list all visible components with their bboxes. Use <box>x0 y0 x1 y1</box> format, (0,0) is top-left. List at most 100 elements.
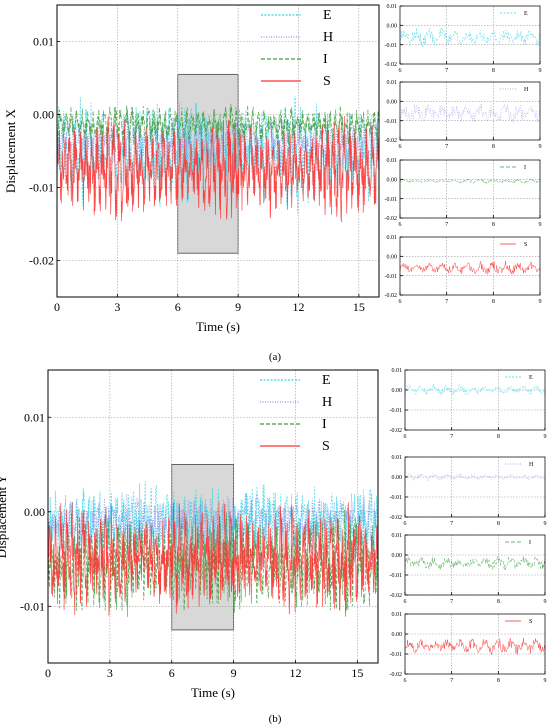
plot-frame <box>404 456 546 518</box>
series-S-line <box>57 116 379 223</box>
y-tick-label: -0.01 <box>385 119 398 125</box>
series-S-line <box>48 501 378 617</box>
y-tick-label: -0.02 <box>385 62 398 68</box>
y-tick-label: 0.00 <box>387 177 398 183</box>
plot-frame <box>404 534 546 596</box>
series-S-line <box>405 637 545 655</box>
x-tick-label: 8 <box>492 299 495 305</box>
legend-label-S: S <box>524 242 527 248</box>
plot-frame <box>47 369 379 664</box>
x-tick-label: 15 <box>353 300 365 314</box>
x-tick-label: 3 <box>114 300 120 314</box>
legend-label-I: I <box>524 165 526 171</box>
x-tick-label: 7 <box>445 299 448 305</box>
y-tick-label: -0.02 <box>390 593 403 599</box>
y-tick-label: -0.01 <box>20 599 45 613</box>
y-tick-label: 0.01 <box>392 368 403 374</box>
legend-label-E: E <box>524 11 528 17</box>
chart-layer: 0 3 6 9 12 15 0.01 0.00 -0.01 -0.02 Time (s) Displa… <box>0 4 547 700</box>
y-tick-label: -0.02 <box>385 216 398 222</box>
chart-b-main: 0 3 6 9 12 15 0.01 0.00 -0.01 Time (s) Displacemen… <box>0 369 379 700</box>
x-tick-label: 8 <box>497 434 500 440</box>
y-tick-label: 0.00 <box>392 632 403 638</box>
legend-label-H: H <box>323 30 333 45</box>
series-I-line <box>57 103 379 148</box>
x-tick-label: 6 <box>404 678 407 684</box>
x-tick-label: 12 <box>290 666 302 680</box>
y-tick-label: 0.01 <box>387 4 398 10</box>
y-tick-label: -0.01 <box>390 408 403 414</box>
x-tick-label: 7 <box>450 434 453 440</box>
x-tick-label: 6 <box>169 666 175 680</box>
legend-label-S: S <box>323 74 331 89</box>
y-tick-label: 0.01 <box>387 235 398 241</box>
x-tick-label: 9 <box>539 68 542 74</box>
plot-frame <box>399 159 541 219</box>
x-tick-label: 3 <box>107 666 113 680</box>
x-tick-label: 0 <box>45 666 51 680</box>
y-tick-label: 0.01 <box>392 455 403 461</box>
x-tick-label: 7 <box>450 678 453 684</box>
chart-a-main: 0 3 6 9 12 15 0.01 0.00 -0.01 -0.02 Time (s) Displa… <box>3 4 380 334</box>
x-tick-label: 7 <box>445 144 448 150</box>
y-tick-label: -0.01 <box>385 274 398 280</box>
x-tick-label: 9 <box>544 434 547 440</box>
x-tick-label: 9 <box>539 144 542 150</box>
y-tick-label: -0.02 <box>390 428 403 434</box>
x-tick-label: 7 <box>450 521 453 527</box>
plot-frame <box>404 613 546 675</box>
legend-label-S: S <box>529 619 532 625</box>
x-tick-label: 8 <box>492 68 495 74</box>
chart-b-S: 6 7 8 9 0.01 0.00 -0.01 -0.02 S <box>390 612 547 684</box>
legend-label-E: E <box>322 373 331 388</box>
y-tick-label: 0.01 <box>387 158 398 164</box>
x-tick-label: 8 <box>492 144 495 150</box>
chart-a-H: 6 7 8 9 0.01 0.00 -0.01 -0.02 H <box>385 80 542 150</box>
plot-frame <box>399 5 541 65</box>
legend-label-H: H <box>322 395 332 410</box>
series-E-line <box>405 383 545 396</box>
y-tick-label: 0.01 <box>392 533 403 539</box>
series-I-line <box>405 555 545 570</box>
x-tick-label: 9 <box>539 299 542 305</box>
x-tick-label: 8 <box>492 222 495 228</box>
y-tick-label: 0.00 <box>392 475 403 481</box>
x-tick-label: 6 <box>404 434 407 440</box>
x-axis-label: Time (s) <box>196 319 240 334</box>
chart-a-S: 6 7 8 9 0.01 0.00 -0.01 -0.02 S <box>385 235 542 305</box>
plot-frame <box>399 236 541 296</box>
legend-label-I: I <box>323 52 328 67</box>
y-tick-label: 0.01 <box>33 35 54 49</box>
plot-frame <box>56 4 380 298</box>
x-tick-label: 7 <box>445 222 448 228</box>
plot-frame <box>404 369 546 431</box>
series-H-line <box>405 472 545 482</box>
series-H-line <box>400 103 540 124</box>
legend-label-S: S <box>322 439 330 454</box>
legend-label-E: E <box>323 8 332 23</box>
x-tick-label: 6 <box>404 521 407 527</box>
y-tick-label: 0.01 <box>392 612 403 618</box>
y-tick-label: 0.00 <box>387 99 398 105</box>
series-E-line <box>400 26 540 49</box>
series-I-line <box>400 178 540 185</box>
x-axis-label: Time (s) <box>191 685 235 700</box>
x-tick-label: 9 <box>544 599 547 605</box>
x-tick-label: 8 <box>497 599 500 605</box>
y-tick-label: 0.00 <box>387 23 398 29</box>
y-tick-label: 0.00 <box>392 388 403 394</box>
y-tick-label: -0.01 <box>385 43 398 49</box>
y-tick-label: -0.02 <box>385 293 398 299</box>
y-axis-label: Displacement X <box>3 108 18 193</box>
y-tick-label: 0.01 <box>24 410 45 424</box>
y-axis-label: Displacement Y <box>0 474 9 558</box>
x-tick-label: 15 <box>351 666 363 680</box>
y-tick-label: 0.00 <box>387 254 398 260</box>
x-tick-label: 6 <box>404 599 407 605</box>
series-S-line <box>400 261 540 275</box>
y-tick-label: -0.02 <box>29 254 54 268</box>
y-tick-label: 0.00 <box>392 553 403 559</box>
x-tick-label: 8 <box>497 678 500 684</box>
y-tick-label: -0.02 <box>385 138 398 144</box>
